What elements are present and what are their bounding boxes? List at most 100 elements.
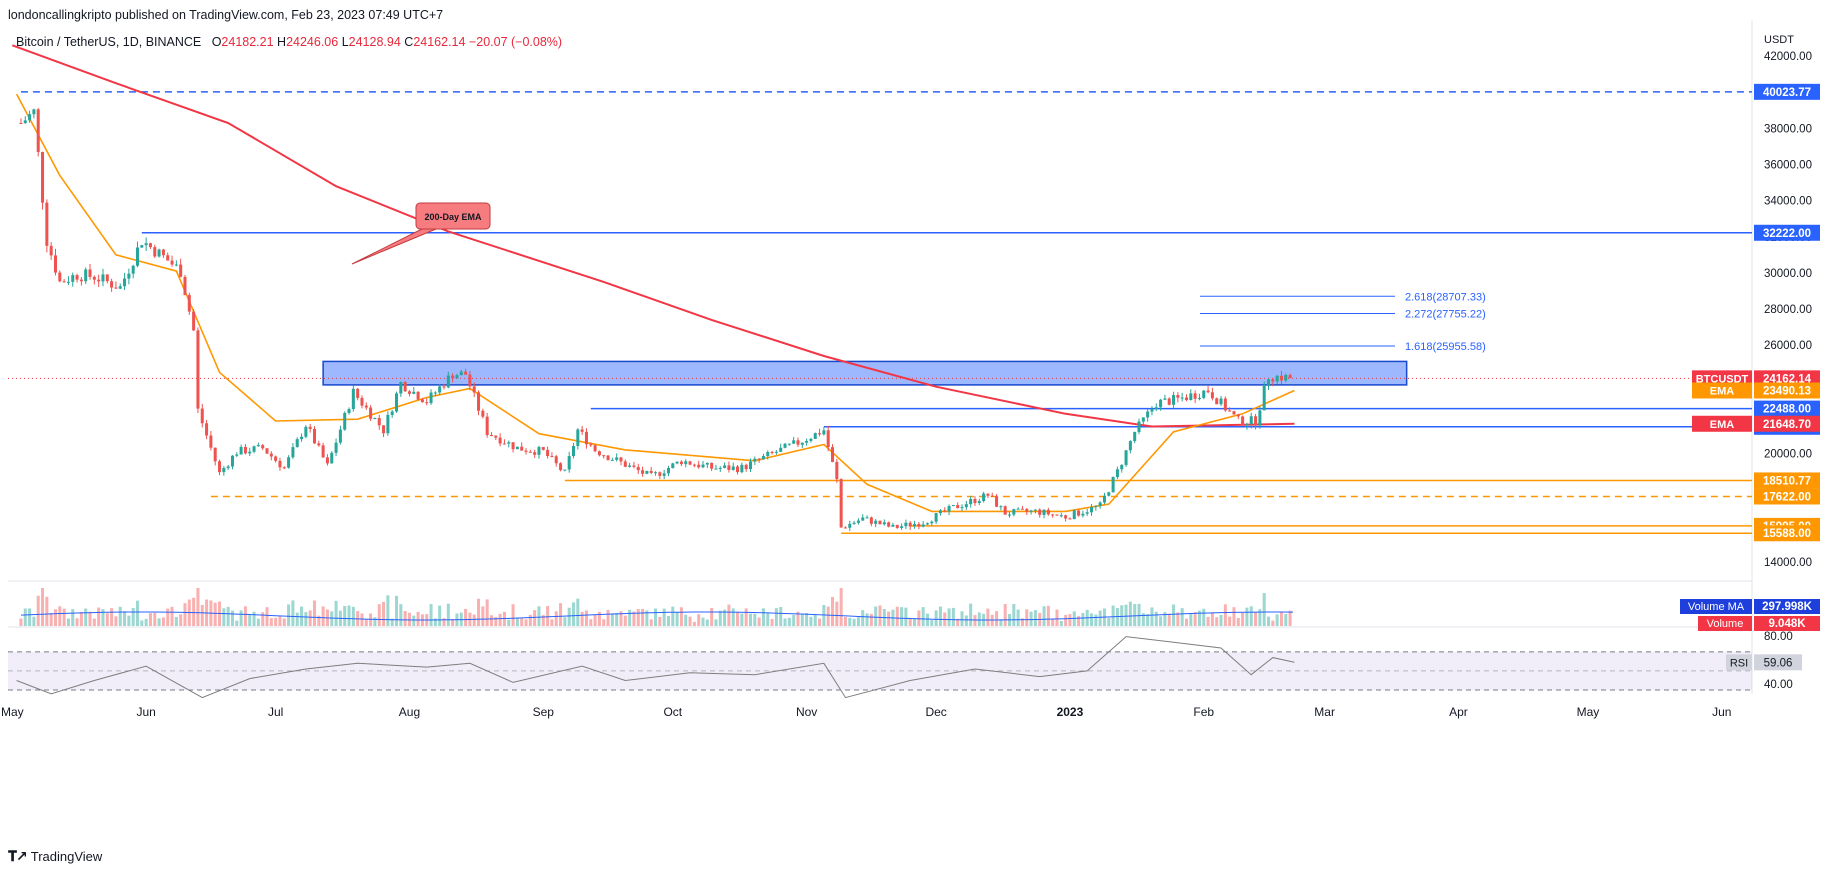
- volume-bar: [256, 618, 260, 626]
- volume-bar: [148, 613, 152, 626]
- candle-body: [243, 446, 247, 454]
- candle-body: [675, 461, 679, 464]
- volume-bar: [274, 617, 278, 626]
- candle-body: [1115, 469, 1119, 478]
- candle-body: [200, 408, 204, 424]
- volume-bar: [757, 617, 761, 626]
- candle-body: [338, 429, 342, 443]
- volume-bar: [28, 608, 32, 626]
- candle-body: [459, 371, 463, 376]
- candle-body: [131, 265, 135, 274]
- volume-bar: [489, 615, 493, 626]
- time-axis-label: May: [1577, 705, 1600, 719]
- candle-body: [118, 286, 122, 289]
- volume-bar: [658, 617, 662, 626]
- volume-bar: [364, 619, 368, 626]
- volume-bar: [451, 619, 455, 626]
- rsi-tick-label: 40.00: [1764, 679, 1793, 691]
- volume-bar: [135, 600, 140, 626]
- volume-bar: [377, 604, 381, 626]
- price-tag-value: 23490.13: [1763, 386, 1811, 398]
- annotation-box: [415, 202, 491, 230]
- volume-bar: [571, 602, 576, 626]
- volume-bar: [593, 614, 597, 626]
- candle-body: [913, 524, 917, 527]
- candle-body: [990, 495, 994, 497]
- volume-bar: [1215, 617, 1219, 626]
- candle-body: [947, 506, 951, 512]
- candle-body: [1262, 385, 1266, 411]
- volume-bar: [1068, 614, 1072, 626]
- candle-body: [127, 273, 131, 279]
- candle-body: [360, 397, 364, 406]
- volume-bar: [1090, 613, 1094, 626]
- time-axis-label: Oct: [663, 705, 682, 719]
- candle-body: [787, 443, 791, 445]
- candle-body: [170, 260, 174, 265]
- symbol-title[interactable]: Bitcoin / TetherUS, 1D, BINANCE: [16, 35, 202, 49]
- candle-body: [1254, 416, 1258, 426]
- time-axis-label: Mar: [1314, 705, 1335, 719]
- volume-bar: [1206, 616, 1210, 626]
- candle-body: [779, 447, 783, 452]
- candle-body: [1128, 441, 1132, 451]
- volume-bar: [576, 598, 580, 626]
- candle-body: [347, 409, 351, 413]
- volume-bar: [925, 613, 929, 626]
- currency-label: USDT: [1764, 34, 1794, 46]
- volume-bar: [1219, 614, 1223, 626]
- volume-bar: [101, 609, 105, 626]
- tradingview-logo[interactable]: 𝐓↗ TradingView: [8, 848, 102, 865]
- candle-body: [179, 264, 183, 277]
- price-tag-name: BTCUSDT: [1696, 373, 1749, 385]
- volume-bar: [62, 608, 66, 626]
- volume-bar: [684, 614, 688, 626]
- candle-body: [41, 152, 45, 203]
- volume-bar: [1236, 617, 1240, 626]
- candle-body: [852, 522, 856, 524]
- candle-body: [869, 517, 873, 524]
- volume-bar: [1033, 610, 1037, 626]
- candle-body: [856, 520, 860, 523]
- tradingview-logo-icon: 𝐓↗: [8, 848, 28, 864]
- volume-bar: [1258, 609, 1262, 626]
- candle-body: [226, 466, 230, 468]
- volume-bar: [731, 608, 735, 626]
- candle-body: [736, 466, 740, 473]
- volume-bar: [196, 588, 200, 626]
- volume-bar: [1172, 604, 1176, 626]
- volume-bar: [1167, 613, 1171, 626]
- volume-bar: [1163, 612, 1167, 626]
- volume-bar: [36, 595, 40, 626]
- volume-bar: [261, 612, 265, 626]
- volume-bar: [666, 616, 670, 626]
- candle-body: [308, 426, 312, 429]
- candle-body: [977, 501, 981, 504]
- candle-body: [265, 448, 269, 454]
- volume-value: 9.048K: [1768, 618, 1806, 630]
- horizontal-level-tag-label: 40023.77: [1763, 87, 1811, 99]
- candle-body: [66, 281, 70, 283]
- candle-body: [645, 470, 649, 474]
- candle-body: [507, 442, 511, 444]
- candle-body: [1051, 514, 1055, 516]
- candle-body: [999, 506, 1003, 508]
- candle-body: [666, 467, 670, 474]
- candle-body: [921, 524, 925, 527]
- candle-body: [1081, 513, 1085, 516]
- volume-bar: [235, 620, 239, 626]
- candle-body: [925, 523, 929, 525]
- candle-body: [861, 517, 865, 521]
- price-tick-label: 14000.00: [1764, 557, 1812, 569]
- price-tag-value-box: [1754, 370, 1820, 387]
- volume-bar: [213, 602, 217, 626]
- volume-bar: [908, 617, 912, 626]
- volume-bar: [822, 604, 826, 626]
- candle-body: [438, 386, 442, 393]
- candle-body: [727, 465, 731, 470]
- time-axis-label: Sep: [533, 705, 555, 719]
- candle-body: [891, 524, 895, 527]
- volume-bar: [554, 611, 558, 626]
- volume-bar: [144, 618, 148, 626]
